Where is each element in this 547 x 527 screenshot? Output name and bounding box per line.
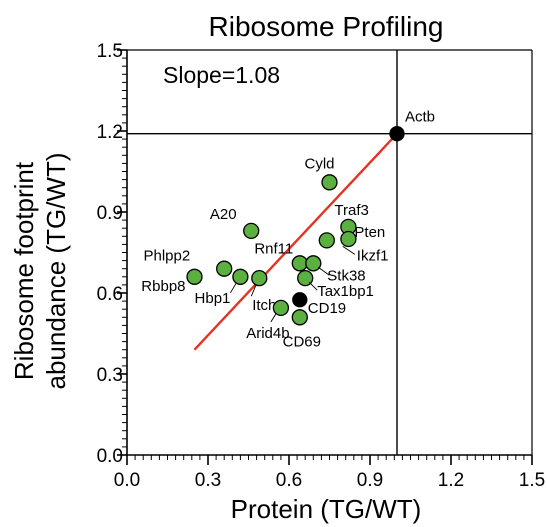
- point-actb: [390, 127, 404, 141]
- y-tick-label: 0.0: [97, 446, 123, 467]
- point-cyld: [322, 175, 337, 190]
- point-label-cd69: CD69: [283, 333, 321, 350]
- point-label-cyld: Cyld: [304, 155, 334, 172]
- y-axis-title-line1: Ribosome footprint: [9, 161, 39, 380]
- y-tick-label: 0.6: [97, 284, 123, 305]
- point-label-pten: Pten: [354, 224, 385, 241]
- point-label-ikzf1: Ikzf1: [357, 247, 389, 264]
- point-label-tax1bp1: Tax1bp1: [317, 283, 374, 300]
- point-arid4b: [273, 300, 288, 315]
- point-rbbp8: [187, 269, 202, 284]
- x-tick-label: 0.6: [276, 470, 302, 491]
- point-rnf11: [292, 256, 307, 271]
- chart-title: Ribosome Profiling: [209, 11, 444, 42]
- point-label-hbp1: Hbp1: [195, 290, 231, 307]
- point-cd19: [293, 293, 307, 307]
- leader-hbp1: [230, 283, 236, 293]
- slope-annotation: Slope=1.08: [163, 62, 280, 88]
- point-cd69: [292, 310, 307, 325]
- leader-arid4b: [271, 314, 276, 322]
- point-label-rnf11: Rnf11: [254, 240, 293, 257]
- x-axis-title: Protein (TG/WT): [231, 494, 422, 524]
- leader-tax1bp1: [309, 282, 317, 290]
- point-label-actb: Actb: [405, 109, 435, 126]
- point-ikzf1: [319, 233, 334, 248]
- y-tick-label: 1.5: [97, 41, 123, 62]
- x-tick-label: 1.2: [438, 470, 464, 491]
- point-label-itch: Itch: [252, 297, 276, 314]
- point-stk38: [306, 256, 321, 271]
- y-axis-title: Ribosome footprint abundance (TG/WT): [9, 153, 71, 390]
- point-label-a20: A20: [210, 206, 237, 223]
- point-label-rbbp8: Rbbp8: [141, 278, 185, 295]
- y-axis-title-line2: abundance (TG/WT): [41, 153, 71, 390]
- x-tick-label: 0.9: [357, 470, 383, 491]
- point-label-phlpp2: Phlpp2: [143, 248, 190, 265]
- point-phlpp2: [217, 261, 232, 276]
- x-tick-label: 0.0: [114, 470, 140, 491]
- point-itch: [252, 271, 267, 286]
- leader-ikzf1: [343, 246, 355, 254]
- y-tick-label: 0.3: [97, 365, 123, 386]
- x-tick-label: 1.5: [519, 470, 545, 491]
- point-hbp1: [233, 269, 248, 284]
- point-label-traf3: Traf3: [334, 202, 368, 219]
- x-tick-label: 0.3: [195, 470, 221, 491]
- y-tick-label: 1.2: [97, 122, 123, 143]
- point-label-stk38: Stk38: [327, 267, 365, 284]
- plot-layer: 0.0 0.3 0.6 0.9 1.2 1.5 0.0 0.3 0.6 0.9 1.2 1.5 Actb…: [97, 41, 546, 491]
- point-a20: [244, 223, 259, 238]
- y-tick-label: 0.9: [97, 203, 123, 224]
- point-label-cd19: CD19: [308, 300, 346, 317]
